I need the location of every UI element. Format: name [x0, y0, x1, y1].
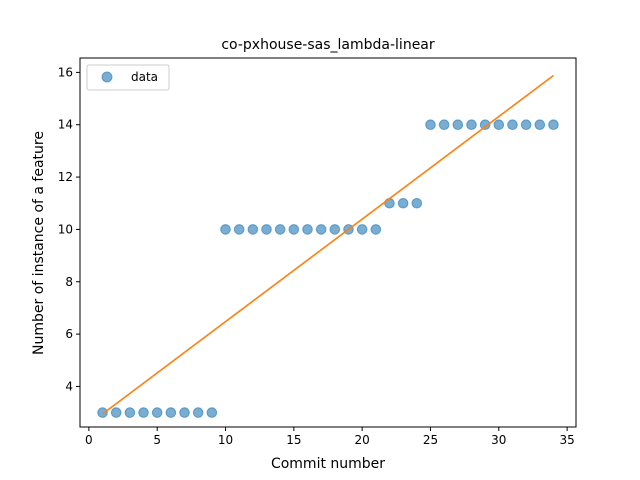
legend-label-data: data — [131, 70, 158, 84]
data-point — [438, 119, 450, 131]
data-point — [397, 197, 409, 209]
y-tick-label: 6 — [65, 327, 73, 341]
y-tick-label: 16 — [58, 65, 73, 79]
y-tick-label: 4 — [65, 379, 73, 393]
x-tick-label: 25 — [423, 433, 438, 447]
data-point — [192, 407, 204, 418]
x-tick-label: 35 — [559, 433, 574, 447]
data-point — [329, 224, 341, 235]
data-point — [261, 224, 272, 235]
data-point — [493, 119, 505, 131]
data-point — [411, 197, 423, 209]
data-point — [179, 407, 190, 418]
data-point — [288, 224, 300, 235]
x-axis: 0 5 10 15 20 25 30 35 — [85, 427, 575, 447]
data-point — [124, 407, 136, 418]
data-point — [384, 197, 395, 209]
data-point — [370, 224, 382, 235]
x-tick-label: 5 — [153, 433, 161, 447]
plot-area — [97, 74, 559, 418]
data-point — [548, 119, 559, 131]
data-point — [520, 119, 532, 131]
chart-title: co-pxhouse-sas_lambda-linear — [221, 37, 435, 53]
x-tick-label: 10 — [218, 433, 233, 447]
legend-box — [86, 64, 170, 91]
y-tick-label: 10 — [58, 222, 73, 236]
data-point — [315, 224, 327, 235]
legend: data — [86, 64, 170, 91]
x-tick-label: 30 — [491, 433, 506, 447]
y-axis: 4 6 8 10 12 14 16 — [58, 65, 80, 393]
x-tick-label: 20 — [355, 433, 370, 447]
data-point — [274, 224, 286, 235]
x-axis-label: Commit number — [271, 456, 385, 472]
data-point — [233, 224, 245, 235]
y-tick-label: 12 — [58, 170, 73, 184]
legend-marker — [101, 71, 113, 83]
y-tick-label: 14 — [58, 118, 73, 132]
y-tick-label: 8 — [65, 275, 73, 289]
fit-line — [102, 74, 554, 415]
plot-frame — [79, 57, 577, 428]
x-tick-label: 0 — [85, 433, 93, 447]
data-point — [302, 224, 313, 235]
data-point — [206, 407, 218, 418]
data-point — [110, 407, 122, 418]
data-point — [220, 224, 231, 235]
data-point — [165, 407, 177, 418]
data-point — [507, 119, 518, 131]
data-point — [356, 224, 368, 235]
data-point — [138, 407, 149, 418]
data-point — [452, 119, 464, 131]
y-axis-label: Number of instance of a feature — [31, 131, 47, 355]
x-tick-label: 15 — [286, 433, 301, 447]
data-point — [479, 119, 491, 131]
data-point — [425, 119, 436, 131]
data-point — [534, 119, 546, 131]
data-point — [97, 407, 108, 418]
data-point — [247, 224, 259, 235]
data-point — [151, 407, 163, 418]
data-point — [466, 119, 477, 131]
